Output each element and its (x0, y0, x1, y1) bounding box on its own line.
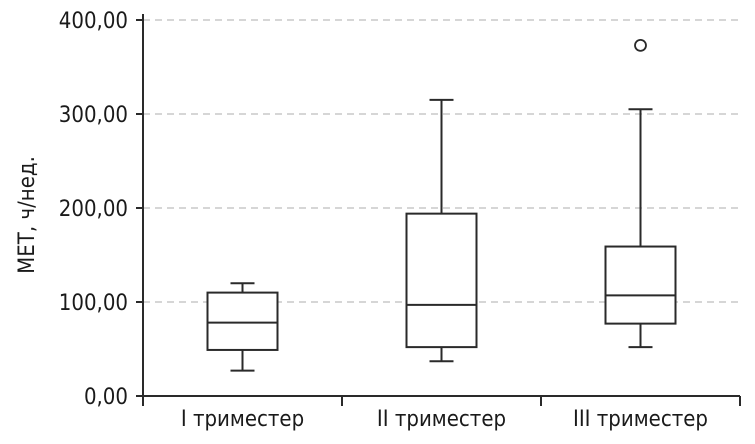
y-tick-label-2: 200,00 (59, 197, 128, 222)
boxes (206, 38, 677, 372)
category-label-2: II триместер (377, 407, 506, 432)
box-group-1 (206, 282, 279, 372)
axes (136, 14, 741, 406)
box-group-2 (405, 98, 478, 363)
category-labels: I триместер II триместер III триместер (181, 407, 708, 432)
y-tick-label-3: 300,00 (59, 103, 128, 128)
iqr-box (405, 212, 478, 349)
outlier-point-1 (634, 38, 647, 52)
y-tick-label-4: 400,00 (59, 9, 128, 34)
y-tick-label-0: 0,00 (84, 385, 128, 410)
category-label-3: III триместер (573, 407, 708, 432)
y-axis-title: МЕТ, ч/нед. (15, 156, 40, 274)
category-label-1: I триместер (181, 407, 304, 432)
iqr-box (206, 291, 279, 351)
y-tick-labels: 0,00 100,00 200,00 300,00 400,00 (59, 9, 128, 410)
y-tick-label-1: 100,00 (59, 291, 128, 316)
box-group-3 (604, 38, 677, 349)
iqr-box (604, 245, 677, 325)
